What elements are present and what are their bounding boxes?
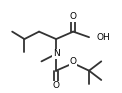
Text: O: O xyxy=(70,12,77,21)
Text: O: O xyxy=(70,57,77,66)
Text: O: O xyxy=(53,81,60,90)
Text: N: N xyxy=(53,49,60,58)
Text: OH: OH xyxy=(96,33,110,42)
